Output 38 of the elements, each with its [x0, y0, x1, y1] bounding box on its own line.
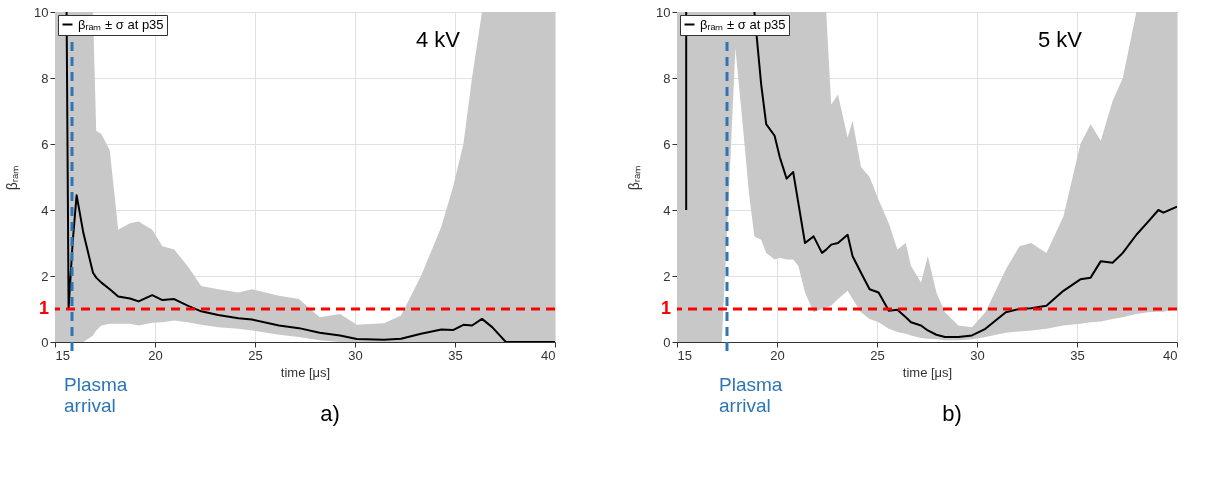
y-tick-label: 2 [663, 268, 671, 284]
y-tick-label: 10 [34, 4, 49, 20]
y-tick-label: 0 [663, 334, 671, 350]
text: b) [942, 401, 962, 426]
y-axis-title: βᵣₐₘ [626, 164, 643, 191]
legend-label: βᵣₐₘ ± σ at p35 [700, 16, 786, 32]
x-tick-label: 20 [770, 347, 785, 363]
x-tick-label: 30 [970, 347, 985, 363]
x-tick-label: 20 [148, 347, 163, 363]
x-tick-label: 30 [348, 347, 363, 363]
x-tick-label: 25 [248, 347, 263, 363]
annotation: 5 kV [1037, 27, 1083, 52]
y-tick-label: 2 [41, 268, 49, 284]
ref-line-label: Plasma arrival [64, 374, 128, 416]
y-tick-label: 8 [41, 70, 49, 86]
ref-line-label: Plasma arrival [719, 374, 783, 416]
y-tick-label: 8 [663, 70, 671, 86]
x-tick-label: 40 [541, 347, 556, 363]
y-tick-label: 6 [41, 136, 49, 152]
y-axis-title: βᵣₐₘ [4, 164, 21, 191]
x-tick-label: 15 [55, 347, 70, 363]
legend-label: βᵣₐₘ ± σ at p35 [78, 16, 164, 32]
y-tick-label: 6 [663, 136, 671, 152]
y-tick-label: 0 [41, 334, 49, 350]
x-axis-title: time [μs] [902, 364, 953, 380]
x-tick-label: 35 [448, 347, 463, 363]
y-tick-label: 4 [663, 202, 671, 218]
x-tick-label: 40 [1163, 347, 1178, 363]
x-tick-label: 25 [870, 347, 885, 363]
y-tick-label: 10 [656, 4, 671, 20]
ref-line-label: 1 [38, 298, 49, 318]
ref-line-label: 1 [660, 298, 671, 318]
x-tick-label: 15 [677, 347, 692, 363]
x-axis-title: time [μs] [280, 364, 331, 380]
annotation: 4 kV [415, 27, 461, 52]
x-tick-label: 35 [1070, 347, 1085, 363]
y-tick-label: 4 [41, 202, 49, 218]
text: a) [320, 401, 340, 426]
